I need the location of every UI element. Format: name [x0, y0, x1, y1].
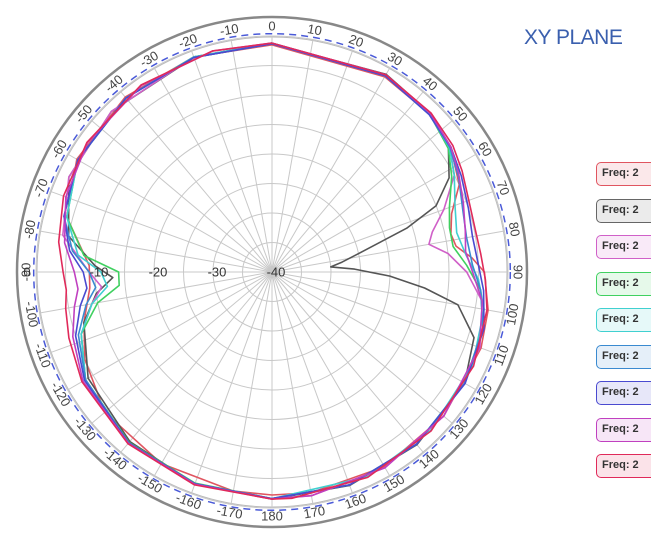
grid-spoke [153, 67, 273, 273]
angle-tick-label: 30 [385, 49, 405, 69]
angle-tick-label: -80 [21, 219, 39, 240]
grid-spoke [50, 271, 273, 354]
angle-tick-label: -140 [100, 445, 130, 473]
legend-entry: Freq: 2 [596, 235, 651, 259]
angle-tick-label: -100 [22, 300, 41, 328]
grid-spoke [90, 119, 273, 273]
grid-spoke [271, 119, 454, 273]
grid-spoke [271, 153, 477, 273]
grid-spoke [271, 271, 454, 425]
radial-tick-label: -10 [90, 264, 109, 279]
outer-frame [15, 15, 529, 529]
series-group [57, 42, 489, 500]
grid-spoke [230, 39, 273, 273]
grid-spoke [90, 271, 273, 425]
grid-spoke [39, 230, 273, 273]
radial-tick-label: -30 [208, 264, 227, 279]
series-line-8 [63, 42, 484, 500]
angle-tick-label: -130 [71, 414, 99, 444]
angle-tick-label: 100 [503, 302, 522, 326]
angle-tick-label: 60 [475, 139, 495, 159]
grid-spoke [230, 271, 273, 505]
grid-spoke [153, 271, 273, 477]
angle-tick-label: -10 [219, 21, 240, 39]
angle-tick-label: -120 [48, 379, 74, 409]
grid-spoke [271, 67, 391, 273]
legend-entry: Freq: 2 [596, 381, 651, 405]
legend-entry: Freq: 2 [596, 417, 651, 442]
angle-tick-label: 130 [446, 416, 471, 442]
angle-tick-label: 170 [302, 503, 326, 522]
grid-spoke [271, 39, 314, 273]
grid-spoke [67, 153, 273, 273]
angle-tick-label: 110 [491, 343, 512, 368]
angle-tick-label: -170 [216, 503, 244, 522]
angle-tick-label: -20 [176, 31, 199, 52]
angle-tick-label: -150 [135, 470, 165, 496]
grid-spoke [271, 271, 391, 477]
grid-spoke [271, 190, 494, 273]
grid-spoke [271, 50, 354, 273]
radial-tick-label: 0 [23, 264, 30, 279]
grid-spoke [190, 271, 273, 494]
angle-tick-label: 20 [347, 31, 366, 50]
angle-tick-label: 0 [268, 18, 275, 33]
angle-tick-label: 180 [261, 508, 283, 523]
angle-tick-label: 140 [416, 446, 442, 471]
angle-tick-label: 160 [343, 490, 369, 512]
angle-tick-label: 90 [511, 265, 526, 279]
polar-plot: 0 102030405060708090100110120130140150160… [15, 15, 529, 529]
grid-spoke [271, 271, 494, 354]
grid-spoke [190, 50, 273, 273]
grid-spoke [271, 90, 425, 273]
grid-spoke [271, 271, 354, 494]
legend-entry: Freq: 2 [596, 198, 651, 223]
reference-circle [32, 32, 512, 512]
legend-entry: Freq: 2 [596, 271, 651, 296]
angle-tick-label: 80 [506, 221, 523, 238]
grid-spoke [271, 271, 505, 314]
grid-spoke [119, 271, 273, 454]
angle-tick-label: -70 [31, 176, 52, 199]
series-line-9 [57, 42, 488, 500]
angle-tick-label: 70 [494, 178, 513, 197]
radial-tick-label: -40 [267, 264, 286, 279]
grid-spoke [119, 90, 273, 273]
angle-tick-label: -40 [102, 72, 126, 96]
legend-entry: Freq: 2 [596, 454, 651, 478]
grid-spoke [67, 271, 273, 391]
angle-tick-label: 10 [306, 21, 323, 38]
radial-tick-label: -20 [149, 264, 168, 279]
angle-tick-label: -90 [18, 263, 33, 282]
legend-entry: Freq: 2 [596, 344, 651, 369]
legend-entry: Freq: 2 [596, 308, 651, 332]
polar-grid [15, 15, 529, 529]
grid-spoke [271, 271, 425, 454]
grid-spoke [39, 271, 273, 314]
grid-spoke [50, 190, 273, 273]
legend-entry: Freq: 2 [596, 162, 651, 186]
grid-spoke [271, 271, 314, 505]
grid-spoke [271, 271, 477, 391]
plot-title: XY PLANE [524, 26, 623, 49]
angle-tick-label: -50 [72, 102, 96, 126]
